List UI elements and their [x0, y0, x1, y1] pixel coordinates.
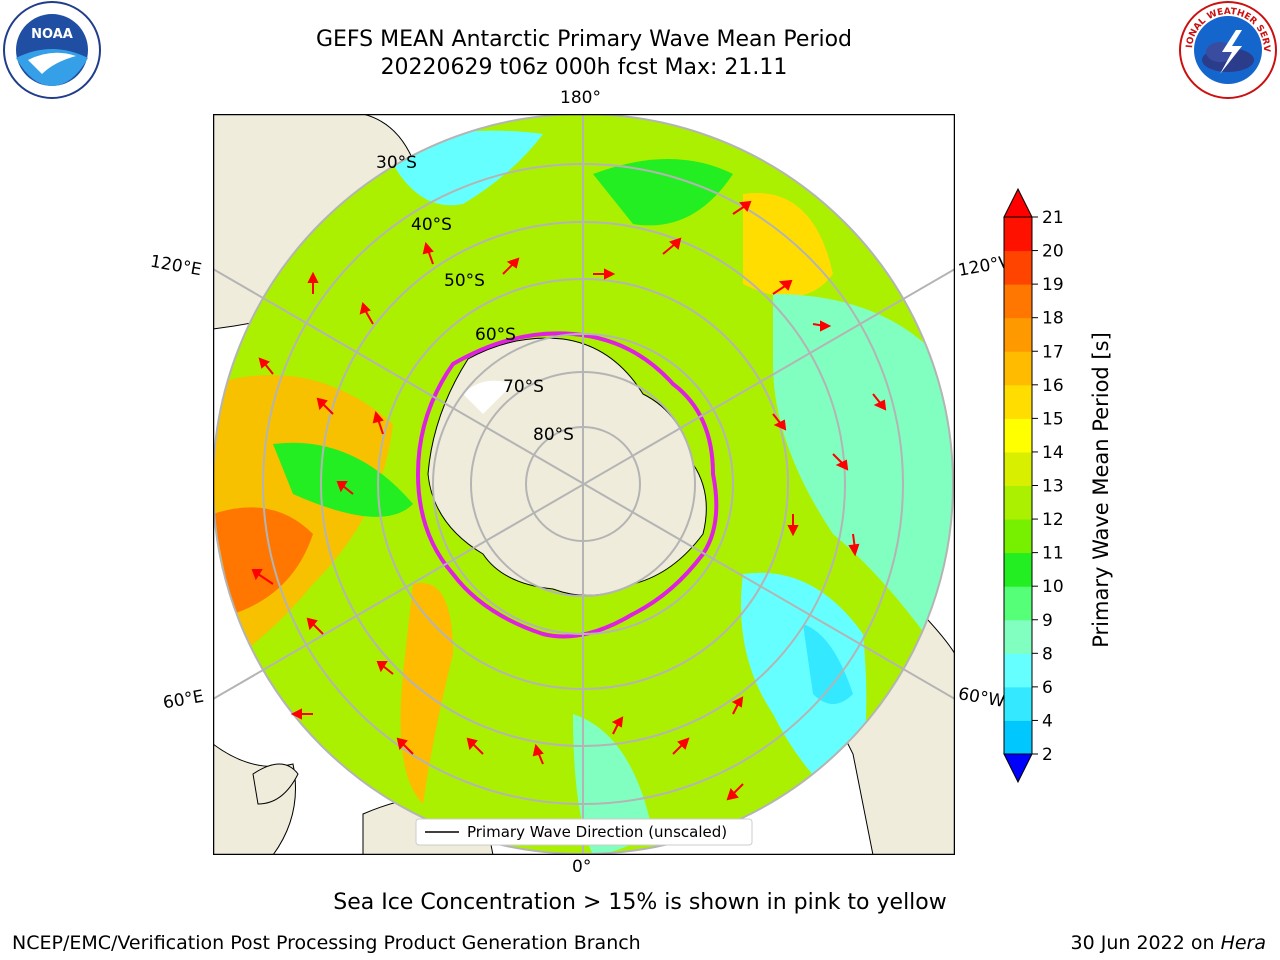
footer-host: Hera: [1220, 932, 1266, 954]
colorbar-tick-label: 6: [1042, 678, 1053, 698]
noaa-logo: NOAA: [3, 1, 101, 99]
footer-date-text: 30 Jun 2022 on: [1070, 932, 1221, 954]
colorbar-tick-label: 20: [1042, 242, 1064, 262]
lon-label-0: 0°: [572, 857, 592, 877]
sea-ice-zone: [415, 331, 719, 639]
sea-ice-note: Sea Ice Concentration > 15% is shown in …: [333, 890, 947, 915]
colorbar-block: [1004, 418, 1032, 453]
lat-label-80s: 80°S: [533, 425, 574, 445]
colorbar-block: [1004, 284, 1032, 319]
colorbar-block: [1004, 519, 1032, 554]
colorbar-block: [1004, 217, 1032, 252]
lat-label-60s: 60°S: [475, 325, 516, 345]
colorbar-under-arrow: [1003, 753, 1033, 784]
colorbar-tick-label: 13: [1042, 477, 1064, 497]
colorbar-tick-label: 14: [1042, 443, 1064, 463]
legend-label: Primary Wave Direction (unscaled): [467, 823, 727, 841]
colorbar-tick-label: 17: [1042, 342, 1064, 362]
colorbar-tick-label: 9: [1042, 611, 1053, 631]
lat-label-30s: 30°S: [376, 153, 417, 173]
lon-label-120e: 120°E: [148, 251, 204, 281]
colorbar-block: [1004, 351, 1032, 386]
footer-credit: NCEP/EMC/Verification Post Processing Pr…: [12, 932, 641, 954]
colorbar-tick-label: 16: [1042, 376, 1064, 396]
colorbar-block: [1004, 250, 1032, 285]
colorbar-block: [1004, 586, 1032, 621]
colorbar-tick-label: 15: [1042, 409, 1064, 429]
lat-label-70s: 70°S: [503, 377, 544, 397]
colorbar-tick-label: 11: [1042, 544, 1064, 564]
colorbar-tick-label: 12: [1042, 510, 1064, 530]
lat-label-50s: 50°S: [444, 271, 485, 291]
arrow-field-row: [307, 200, 887, 411]
colorbar-blocks: [1003, 187, 1033, 784]
colorbar-over-arrow: [1003, 187, 1033, 218]
colorbar: 2 4 6 8 9 10 11 12 13 14 15 16 17 18 19 20 21 Primary Wa…: [1003, 187, 1113, 784]
wave-direction-arrows: [251, 200, 887, 801]
land-antarctica: [427, 337, 707, 596]
colorbar-tick-label: 10: [1042, 577, 1064, 597]
colorbar-block: [1004, 686, 1032, 721]
colorbar-tick-label: 8: [1042, 644, 1053, 664]
colorbar-tick-label: 21: [1042, 208, 1064, 228]
map-legend: Primary Wave Direction (unscaled): [415, 818, 753, 846]
colorbar-tick-label: 2: [1042, 745, 1053, 765]
colorbar-tick-label: 4: [1042, 711, 1053, 731]
colorbar-tick-label: 19: [1042, 275, 1064, 295]
land-madagascar: [252, 763, 299, 805]
colorbar-block: [1004, 619, 1032, 654]
colorbar-block: [1004, 317, 1032, 352]
nws-logo: NATIONAL WEATHER SERVICE: [1178, 0, 1277, 99]
colorbar-block: [1004, 384, 1032, 419]
arrow-field-row: [251, 569, 744, 801]
lon-label-60e: 60°E: [161, 686, 206, 714]
arrow-field-row: [258, 357, 860, 557]
chart-subtitle: 20220629 t06z 000h fcst Max: 21.11: [380, 55, 788, 80]
noaa-logo-text: NOAA: [31, 27, 73, 42]
colorbar-block: [1004, 485, 1032, 520]
lon-label-180: 180°: [560, 88, 601, 108]
colorbar-tick-label: 18: [1042, 309, 1064, 329]
colorbar-ticks: 2 4 6 8 9 10 11 12 13 14 15 16 17 18 19 20 21: [1032, 208, 1064, 765]
lat-label-40s: 40°S: [411, 215, 452, 235]
colorbar-block: [1004, 653, 1032, 688]
polar-map: 30°S 40°S 50°S 60°S 70°S 80°S Primary Wa…: [213, 114, 955, 855]
colorbar-block: [1004, 451, 1032, 486]
footer-date: 30 Jun 2022 on Hera: [1071, 932, 1266, 954]
chart-title: GEFS MEAN Antarctic Primary Wave Mean Pe…: [315, 27, 853, 52]
colorbar-label: Primary Wave Mean Period [s]: [1089, 332, 1113, 648]
colorbar-block: [1004, 720, 1032, 755]
colorbar-block: [1004, 552, 1032, 587]
